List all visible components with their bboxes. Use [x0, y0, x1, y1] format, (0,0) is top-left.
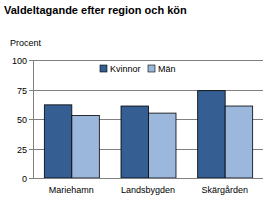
y-axis	[33, 60, 34, 178]
tick	[29, 149, 33, 150]
grid-line	[33, 178, 263, 179]
legend-label: Kvinnor	[110, 64, 141, 74]
legend-swatch	[100, 65, 107, 72]
tick	[29, 90, 33, 91]
tick-label: 75	[17, 86, 27, 96]
category-label: Landsbygden	[121, 185, 175, 195]
tick-label: 25	[17, 145, 27, 155]
grid-line	[33, 90, 263, 91]
chart: Valdeltagande efter region och kön Procen…	[0, 0, 273, 205]
legend-swatch	[148, 65, 155, 72]
tick	[29, 119, 33, 120]
bar	[44, 105, 71, 178]
tick	[29, 60, 33, 61]
tick	[29, 178, 33, 179]
tick-label: 100	[12, 56, 27, 66]
tick-label: 0	[22, 174, 27, 184]
bar	[225, 106, 253, 178]
y-label: Procent	[10, 38, 42, 48]
legend-label: Män	[158, 64, 176, 74]
grid-line	[33, 60, 263, 61]
bar	[198, 91, 226, 178]
bar	[149, 113, 177, 178]
bar	[121, 106, 149, 178]
tick-label: 50	[17, 115, 27, 125]
category-label: Mariehamn	[49, 185, 94, 195]
bar	[72, 115, 100, 178]
bars	[44, 91, 252, 178]
x-axis	[33, 178, 263, 179]
title: Valdeltagande efter region och kön	[4, 4, 187, 16]
category-label: Skärgården	[201, 185, 248, 195]
